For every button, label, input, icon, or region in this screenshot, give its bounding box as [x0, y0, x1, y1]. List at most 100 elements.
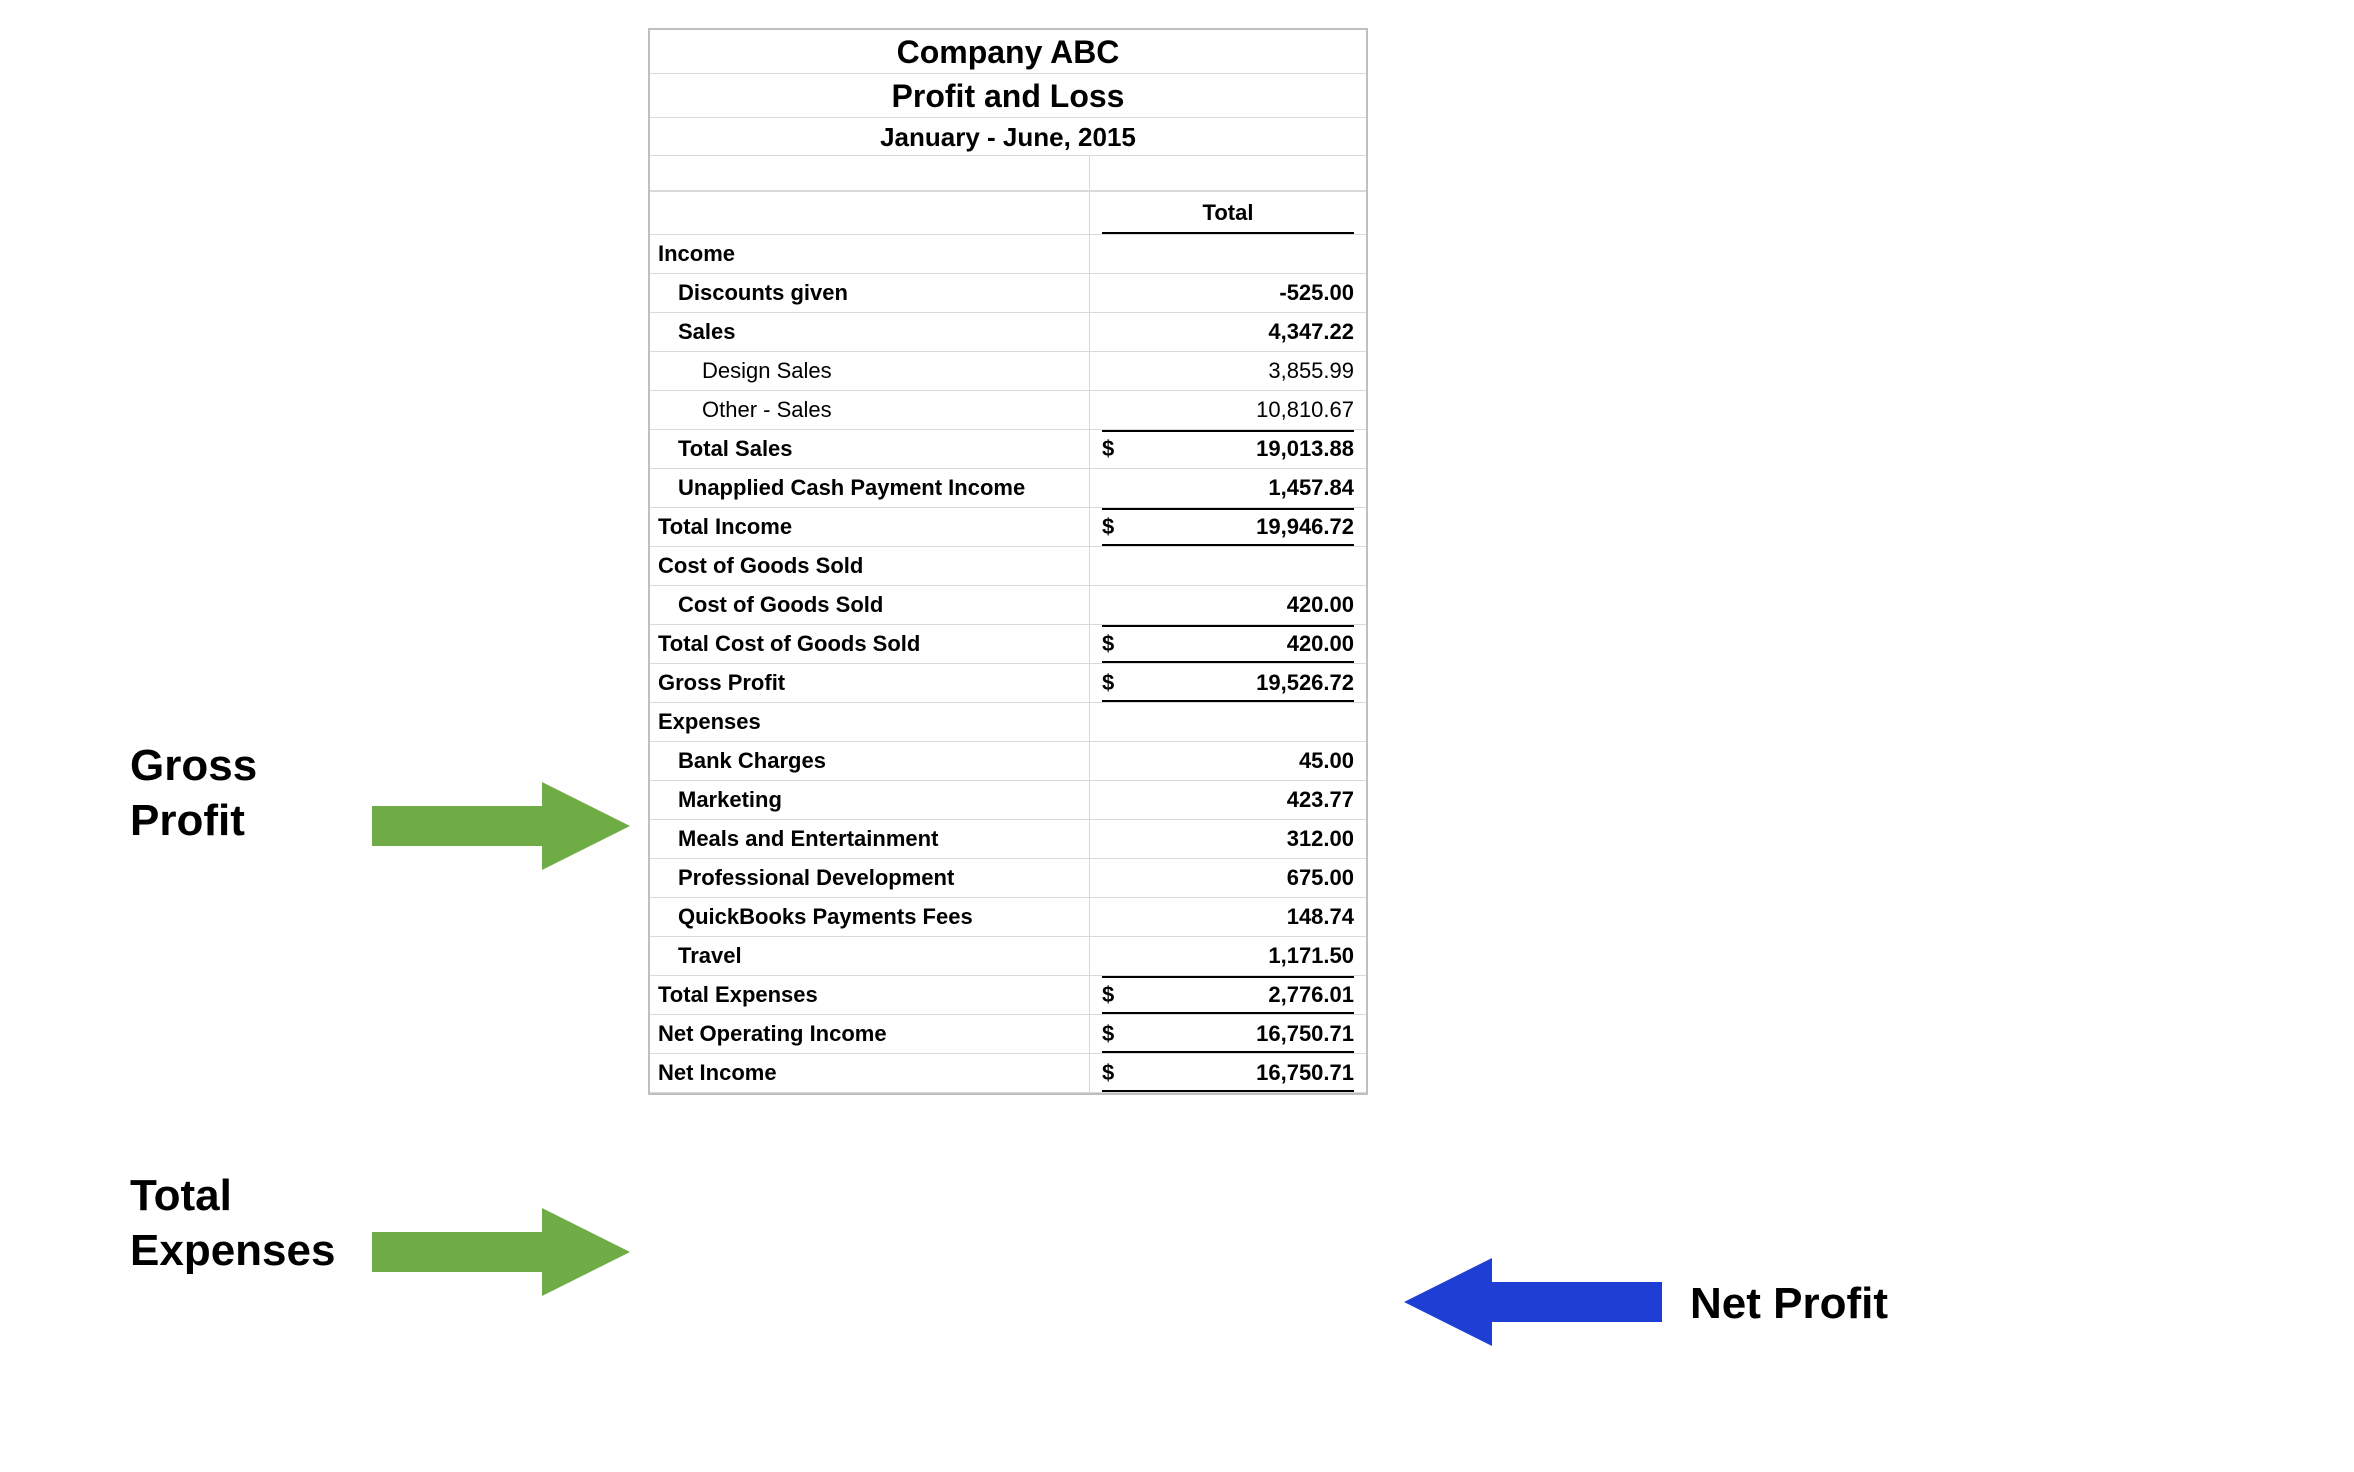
row-label: Income	[650, 235, 1090, 273]
report-row: Expenses	[650, 703, 1366, 742]
row-value: 16,750.71	[1122, 1021, 1354, 1047]
row-currency: $	[1102, 436, 1122, 462]
report-row: Gross Profit$19,526.72	[650, 664, 1366, 703]
report-row: Income	[650, 235, 1366, 274]
report-row: Total Expenses$2,776.01	[650, 976, 1366, 1015]
row-currency: $	[1102, 670, 1122, 696]
callout-total-expenses-line1: Total	[130, 1171, 232, 1220]
row-value: 19,013.88	[1122, 436, 1354, 462]
row-label: Meals and Entertainment	[650, 820, 1090, 858]
row-value-cell: $19,013.88	[1090, 430, 1366, 468]
report-company: Company ABC	[650, 30, 1366, 74]
row-label: Professional Development	[650, 859, 1090, 897]
arrow-gross-profit-icon	[372, 782, 630, 870]
profit-loss-report: Company ABC Profit and Loss January - Ju…	[648, 28, 1368, 1095]
row-value-cell: 45.00	[1090, 742, 1366, 780]
row-value-cell: 10,810.67	[1090, 391, 1366, 429]
callout-gross-profit-line1: Gross	[130, 741, 257, 790]
callout-gross-profit-line2: Profit	[130, 796, 245, 845]
canvas: Gross Profit Total Expenses Net Profit C…	[0, 0, 2354, 1472]
report-row: Cost of Goods Sold420.00	[650, 586, 1366, 625]
row-label: Travel	[650, 937, 1090, 975]
report-row: Total Sales$19,013.88	[650, 430, 1366, 469]
arrow-total-expenses-icon	[372, 1208, 630, 1296]
row-value: 45.00	[1122, 748, 1354, 774]
row-currency: $	[1102, 1021, 1122, 1047]
report-row: Bank Charges 45.00	[650, 742, 1366, 781]
report-row: QuickBooks Payments Fees 148.74	[650, 898, 1366, 937]
row-label: Discounts given	[650, 274, 1090, 312]
row-value: 420.00	[1122, 592, 1354, 618]
callout-net-profit: Net Profit	[1690, 1276, 1888, 1331]
row-label: Other - Sales	[650, 391, 1090, 429]
row-value: 312.00	[1122, 826, 1354, 852]
row-value: 675.00	[1122, 865, 1354, 891]
row-value: 420.00	[1122, 631, 1354, 657]
report-row: Design Sales 3,855.99	[650, 352, 1366, 391]
row-value: 423.77	[1122, 787, 1354, 813]
row-label: Net Income	[650, 1054, 1090, 1092]
row-value: 1,171.50	[1122, 943, 1354, 969]
report-spacer	[650, 156, 1366, 191]
row-value: 4,347.22	[1122, 319, 1354, 345]
row-value: 148.74	[1122, 904, 1354, 930]
row-value: 16,750.71	[1122, 1060, 1354, 1086]
row-value-cell: -525.00	[1090, 274, 1366, 312]
row-label: Expenses	[650, 703, 1090, 741]
row-value: 10,810.67	[1122, 397, 1354, 423]
report-row: Total Cost of Goods Sold$420.00	[650, 625, 1366, 664]
row-value-cell: $19,526.72	[1090, 664, 1366, 702]
callout-gross-profit: Gross Profit	[130, 738, 257, 848]
row-value-cell: 675.00	[1090, 859, 1366, 897]
row-value: -525.00	[1122, 280, 1354, 306]
row-value-cell	[1090, 235, 1366, 273]
report-row: Marketing423.77	[650, 781, 1366, 820]
row-label: Total Expenses	[650, 976, 1090, 1014]
report-row: Discounts given -525.00	[650, 274, 1366, 313]
row-label: QuickBooks Payments Fees	[650, 898, 1090, 936]
row-value: 19,526.72	[1122, 670, 1354, 696]
row-label: Bank Charges	[650, 742, 1090, 780]
row-value-cell: 4,347.22	[1090, 313, 1366, 351]
row-label: Total Cost of Goods Sold	[650, 625, 1090, 663]
callout-total-expenses: Total Expenses	[130, 1168, 335, 1278]
report-row: Meals and Entertainment 312.00	[650, 820, 1366, 859]
report-row: Net Income$16,750.71	[650, 1054, 1366, 1093]
row-value-cell: 423.77	[1090, 781, 1366, 819]
row-label: Total Sales	[650, 430, 1090, 468]
report-row: Other - Sales 10,810.67	[650, 391, 1366, 430]
row-label: Cost of Goods Sold	[650, 547, 1090, 585]
row-label: Total Income	[650, 508, 1090, 546]
report-row: Net Operating Income$16,750.71	[650, 1015, 1366, 1054]
column-header-total: Total	[1203, 200, 1254, 225]
row-label: Gross Profit	[650, 664, 1090, 702]
row-value-cell: $16,750.71	[1090, 1015, 1366, 1053]
row-label: Net Operating Income	[650, 1015, 1090, 1053]
row-value-cell: 420.00	[1090, 586, 1366, 624]
row-value-cell: 1,457.84	[1090, 469, 1366, 507]
row-value-cell: $420.00	[1090, 625, 1366, 663]
report-row: Cost of Goods Sold	[650, 547, 1366, 586]
row-value: 3,855.99	[1122, 358, 1354, 384]
row-currency: $	[1102, 1060, 1122, 1086]
row-label: Unapplied Cash Payment Income	[650, 469, 1090, 507]
report-row: Travel 1,171.50	[650, 937, 1366, 976]
report-rows: IncomeDiscounts given -525.00 Sales 4,347.2…	[650, 235, 1366, 1093]
row-currency: $	[1102, 631, 1122, 657]
row-value-cell: $16,750.71	[1090, 1054, 1366, 1092]
row-label: Sales	[650, 313, 1090, 351]
report-period: January - June, 2015	[650, 118, 1366, 156]
row-value: 1,457.84	[1122, 475, 1354, 501]
row-currency: $	[1102, 982, 1122, 1008]
callout-total-expenses-line2: Expenses	[130, 1226, 335, 1275]
row-label: Design Sales	[650, 352, 1090, 390]
row-value-cell: 1,171.50	[1090, 937, 1366, 975]
report-row: Unapplied Cash Payment Income 1,457.84	[650, 469, 1366, 508]
report-title: Profit and Loss	[650, 74, 1366, 118]
row-value-cell: 148.74	[1090, 898, 1366, 936]
row-value-cell: 312.00	[1090, 820, 1366, 858]
row-currency: $	[1102, 514, 1122, 540]
callout-net-profit-text: Net Profit	[1690, 1279, 1888, 1328]
report-row: Sales 4,347.22	[650, 313, 1366, 352]
row-value-cell	[1090, 547, 1366, 585]
